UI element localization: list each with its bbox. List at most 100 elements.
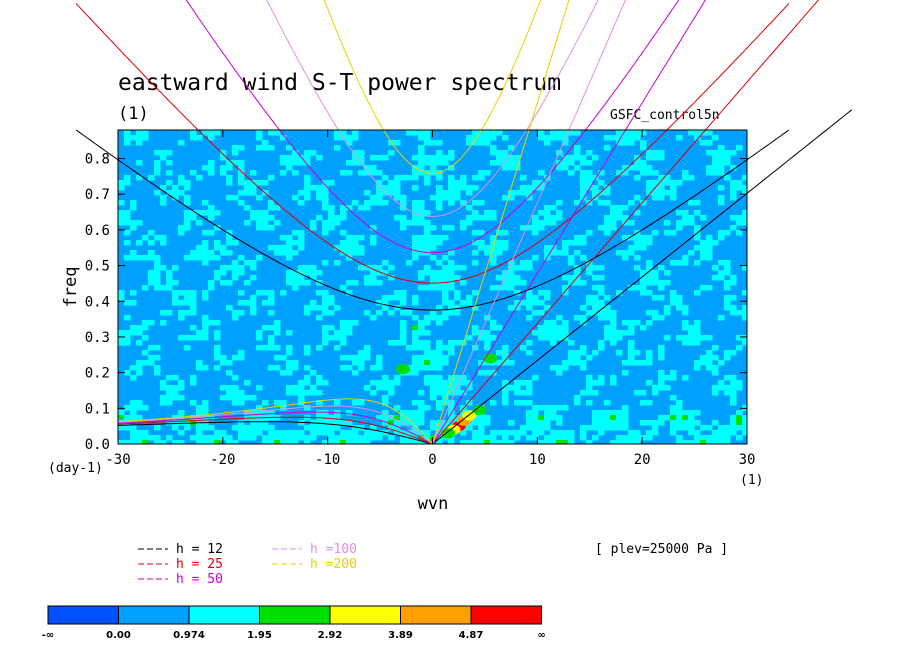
field-cell [694, 365, 701, 371]
field-cell [418, 210, 425, 216]
field-cell [700, 245, 707, 251]
field-cell [340, 335, 347, 341]
field-cell [604, 200, 611, 206]
field-cell [376, 365, 383, 371]
field-cell [322, 330, 329, 336]
field-cell [226, 360, 233, 366]
field-cell [676, 135, 683, 141]
field-cell [322, 205, 329, 211]
field-cell [448, 390, 455, 396]
field-cell [652, 385, 659, 391]
field-cell [442, 195, 449, 201]
field-cell [394, 295, 401, 301]
field-cell [472, 135, 479, 141]
field-cell [526, 295, 533, 301]
x-tick-label: -30 [105, 452, 130, 468]
field-cell [652, 275, 659, 281]
field-cell [604, 420, 611, 426]
field-cell [424, 375, 431, 381]
field-cell [454, 180, 461, 186]
field-cell [274, 245, 281, 251]
field-cell [484, 135, 491, 141]
field-cell [544, 335, 551, 341]
field-cell [592, 350, 599, 356]
field-cell [670, 425, 677, 431]
field-cell [346, 240, 353, 246]
field-cell [538, 220, 545, 226]
field-cell [400, 320, 407, 326]
dispersion-curve-rossby-h25 [118, 416, 433, 444]
field-cell [544, 205, 551, 211]
field-cell [700, 255, 707, 261]
field-cell [382, 300, 389, 306]
field-cell [694, 135, 701, 141]
field-cell [706, 285, 713, 291]
field-cell [184, 255, 191, 261]
field-cell [712, 135, 719, 141]
colorbar-swatch [118, 605, 190, 625]
field-cell [526, 195, 533, 201]
field-cell [610, 210, 617, 216]
field-cell [376, 180, 383, 186]
field-cell [370, 200, 377, 206]
field-cell [292, 360, 299, 366]
field-cell [340, 210, 347, 216]
field-cell [460, 180, 467, 186]
field-cell [628, 360, 635, 366]
field-cell [340, 170, 347, 176]
field-cell [292, 385, 299, 391]
field-cell [238, 165, 245, 171]
field-cell [130, 205, 137, 211]
field-cell [412, 420, 419, 426]
field-cell [514, 390, 521, 396]
field-cell [646, 155, 653, 161]
field-cell [196, 245, 203, 251]
field-cell [742, 335, 747, 341]
field-cell [448, 300, 455, 306]
field-cell [550, 135, 557, 141]
field-cell [568, 260, 575, 266]
field-cell [130, 200, 137, 206]
y-tick-label: 0.3 [85, 330, 110, 346]
field-cell [706, 250, 713, 256]
field-cell [250, 185, 257, 191]
field-cell [562, 160, 569, 166]
field-cell [166, 310, 173, 316]
field-cell [430, 425, 437, 431]
field-cell [682, 415, 689, 421]
field-cell [478, 440, 485, 444]
field-cell [202, 440, 209, 444]
field-cell [418, 270, 425, 276]
field-cell [658, 195, 665, 201]
field-cell [628, 140, 635, 146]
field-cell [382, 415, 389, 421]
field-cell [730, 150, 737, 156]
field-cell [652, 315, 659, 321]
field-cell [484, 370, 491, 376]
field-cell [466, 295, 473, 301]
field-cell [502, 285, 509, 291]
field-cell [622, 250, 629, 256]
field-cell [232, 275, 239, 281]
field-cell [154, 235, 161, 241]
field-cell [316, 290, 323, 296]
field-cell [214, 245, 221, 251]
field-cell [124, 210, 131, 216]
field-cell [118, 415, 125, 421]
field-cell [376, 280, 383, 286]
field-cell [604, 335, 611, 341]
field-cell [742, 425, 747, 431]
field-cell [316, 185, 323, 191]
field-cell [658, 315, 665, 321]
field-cell [448, 345, 455, 351]
field-cell [694, 335, 701, 341]
field-cell [232, 150, 239, 156]
field-cell [616, 420, 623, 426]
field-cell [202, 230, 209, 236]
field-cell [178, 440, 185, 444]
field-cell [388, 390, 395, 396]
field-cell [190, 435, 197, 441]
field-cell [478, 230, 485, 236]
field-cell [406, 415, 413, 421]
field-cell [178, 315, 185, 321]
